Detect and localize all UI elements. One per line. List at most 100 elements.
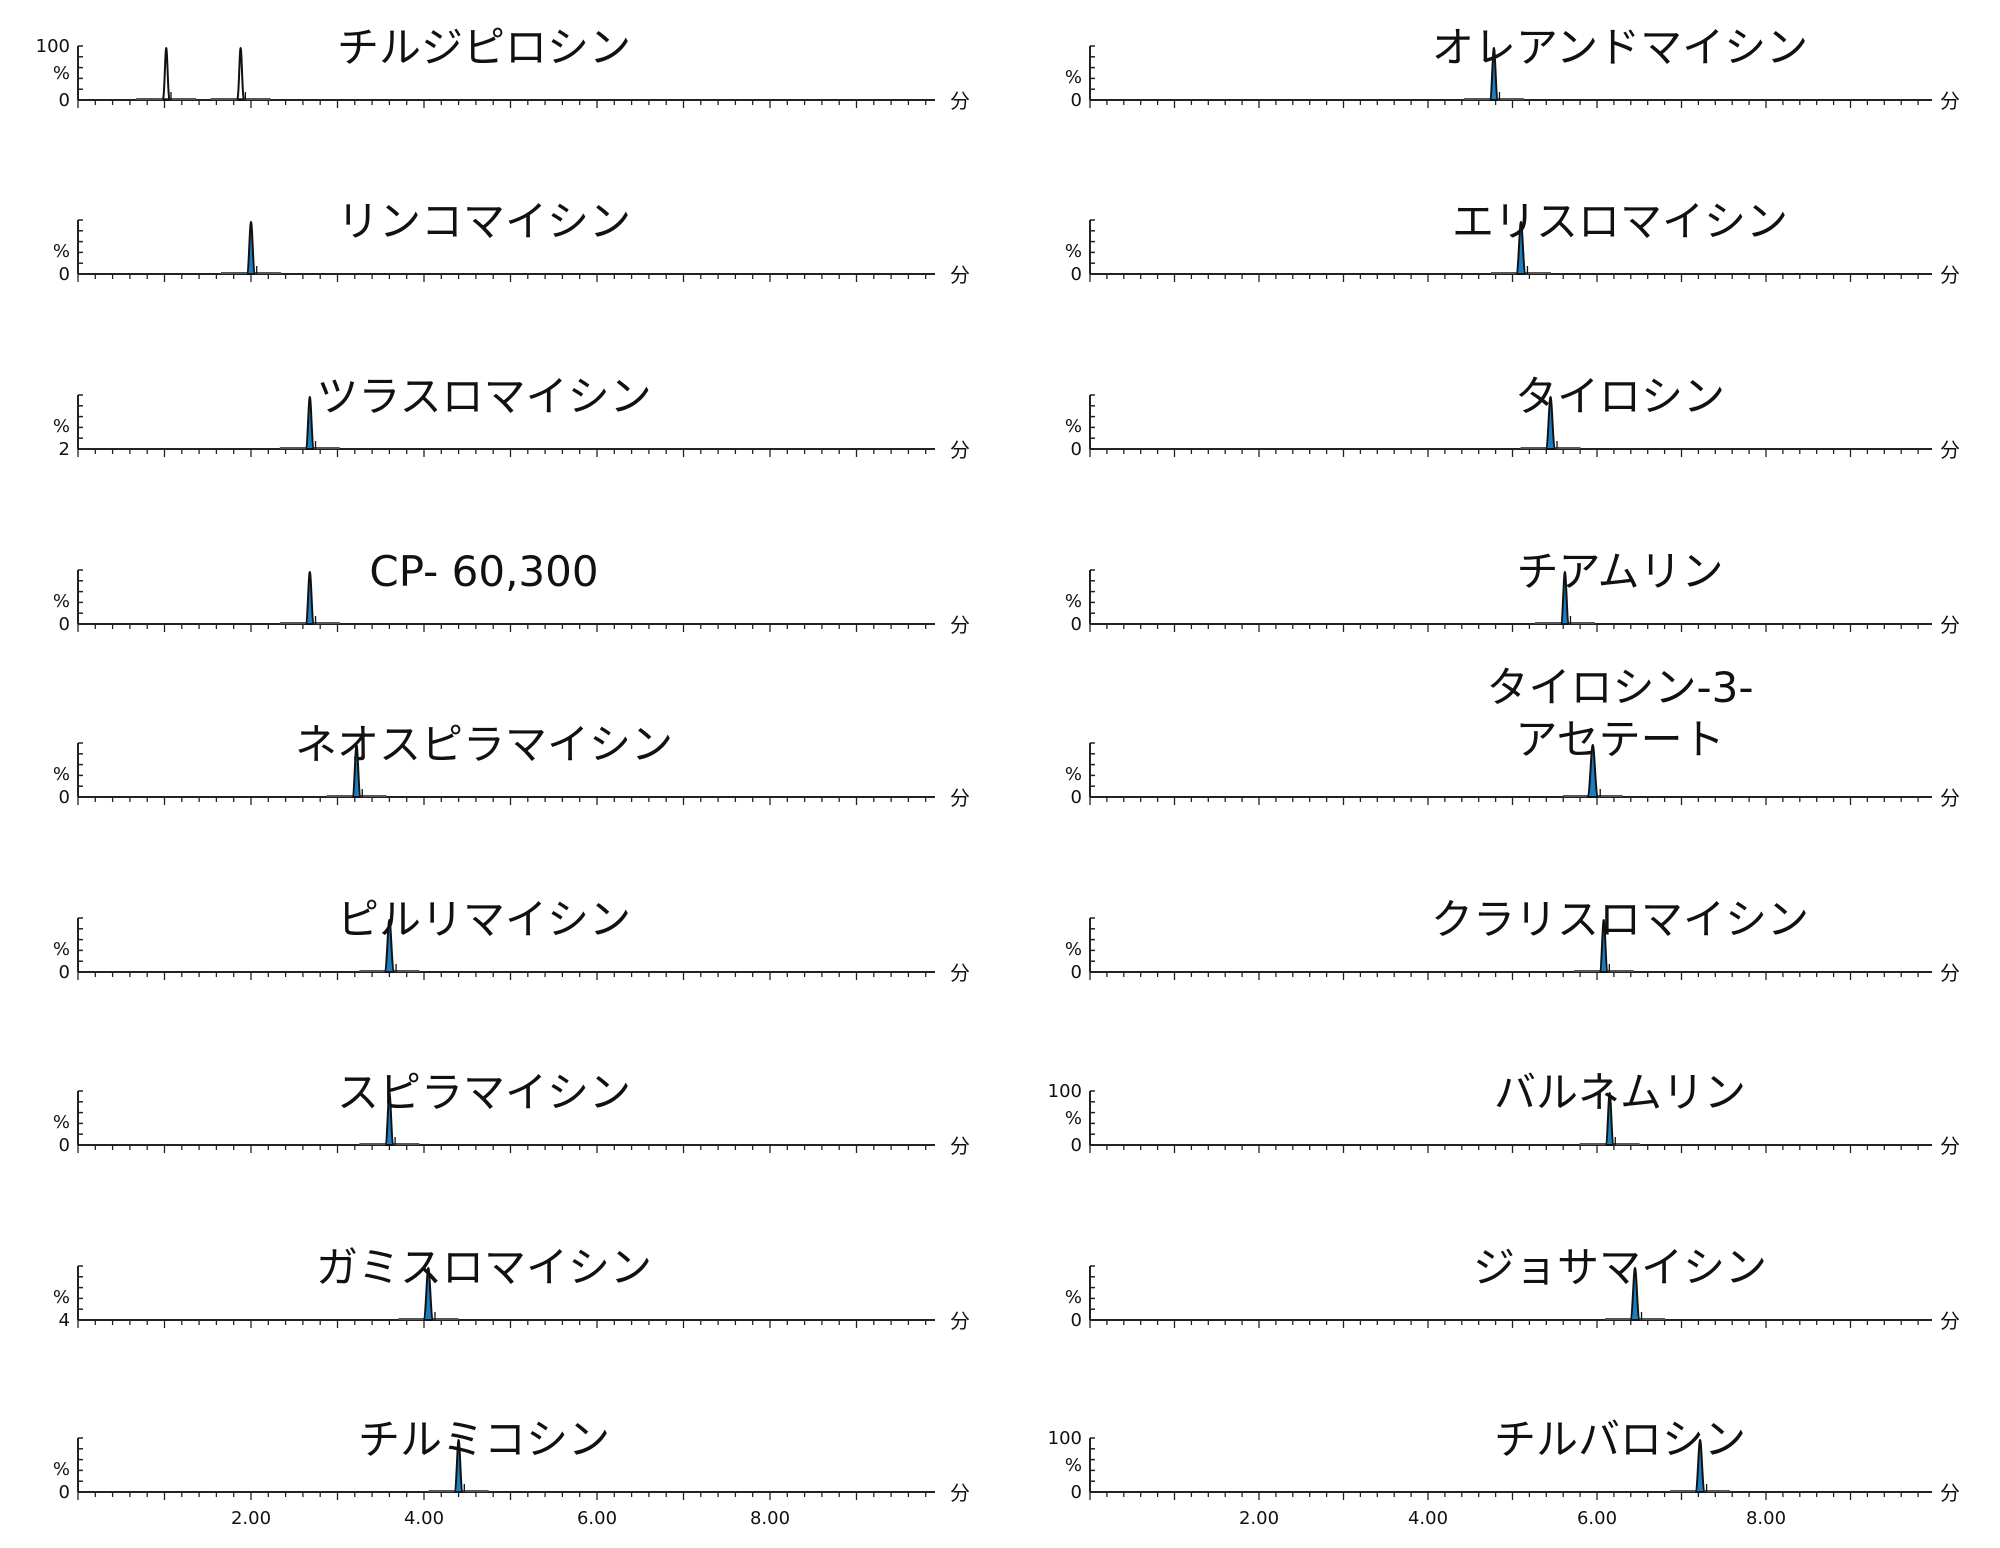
x-tick-label: 6.00 — [577, 1508, 617, 1529]
y-axis-label: 0 — [59, 1135, 70, 1156]
chromatogram-panel: ネオスピラマイシン%0 分 — [53, 720, 970, 810]
chromatogram-peak — [1694, 1438, 1706, 1493]
chromatogram-panel: オレアンドマイシン%0 分 — [1065, 23, 1960, 113]
panel-title: ネオスピラマイシン — [295, 720, 673, 769]
chromatogram-peak — [422, 1266, 435, 1321]
x-unit-label: 分 — [950, 613, 970, 637]
y-axis-label: 0 — [1071, 962, 1082, 983]
panel-title: ピルリマイシン — [337, 895, 631, 944]
chromatogram-peak — [1598, 918, 1609, 973]
chromatogram-peak — [1586, 743, 1600, 798]
chromatogram-panel: クラリスロマイシン%0 分 — [1065, 895, 1960, 985]
chromatogram-peak — [383, 918, 396, 973]
y-axis-label: % — [1065, 1108, 1082, 1129]
y-axis-label: % — [53, 591, 70, 612]
chromatogram-peak — [304, 570, 315, 625]
panel-title: バルネムリン — [1494, 1068, 1746, 1117]
chromatogram-peak — [236, 46, 246, 101]
x-unit-label: 分 — [950, 961, 970, 985]
y-axis-label: 100 — [36, 36, 70, 57]
chromatogram-panel: CP- 60,300%0 分 — [53, 547, 970, 637]
chromatogram-peak — [1544, 395, 1557, 450]
chromatogram-panel: ピルリマイシン%0 分 — [53, 895, 970, 985]
chromatogram-peak — [161, 46, 171, 101]
y-axis-label: 0 — [59, 614, 70, 635]
chromatogram-panel: チルミコシン%0 分 — [53, 1415, 970, 1505]
x-unit-label: 分 — [1940, 1481, 1960, 1505]
panel-title: ツラスロマイシン — [316, 372, 651, 421]
x-tick-label: 2.00 — [231, 1508, 271, 1529]
chromatogram-peak — [453, 1438, 464, 1493]
panel-title: エリスロマイシン — [1452, 197, 1788, 246]
panel-title: ジョサマイシン — [1473, 1243, 1767, 1292]
chromatogram-panel: エリスロマイシン%0 分 — [1065, 197, 1960, 287]
x-unit-label: 分 — [950, 1481, 970, 1505]
x-tick-label: 4.00 — [1408, 1508, 1448, 1529]
y-axis-label: 4 — [59, 1310, 70, 1331]
y-axis-label: % — [1065, 416, 1082, 437]
x-unit-label: 分 — [1940, 438, 1960, 462]
chromatogram-panel: チアムリン%0 分 — [1065, 547, 1960, 637]
chromatogram-panel: ツラスロマイシン%2 分 — [53, 372, 970, 462]
x-tick-label: 2.00 — [1239, 1508, 1279, 1529]
y-axis-label: % — [1065, 939, 1082, 960]
y-axis-label: % — [53, 63, 70, 84]
y-axis-label: % — [53, 1112, 70, 1133]
y-axis-label: 0 — [1071, 1482, 1082, 1503]
chromatogram-peak — [1604, 1091, 1615, 1146]
x-tick-label: 8.00 — [1746, 1508, 1786, 1529]
y-axis-label: % — [1065, 241, 1082, 262]
x-unit-label: 分 — [1940, 786, 1960, 810]
y-axis-label: 0 — [1071, 90, 1082, 111]
chromatogram-peak — [245, 220, 257, 275]
panel-title: チアムリン — [1516, 547, 1723, 596]
chromatogram-peak — [1488, 46, 1499, 101]
chromatogram-panel: タイロシン%0 分 — [1065, 372, 1960, 462]
x-unit-label: 分 — [950, 438, 970, 462]
y-axis-label: % — [53, 764, 70, 785]
y-axis-label: % — [53, 416, 70, 437]
x-unit-label: 分 — [950, 1134, 970, 1158]
x-tick-label: 8.00 — [750, 1508, 790, 1529]
panel-title: CP- 60,300 — [369, 547, 598, 596]
panel-title: オレアンドマイシン — [1432, 23, 1808, 72]
chromatogram-peak — [1559, 570, 1570, 625]
x-tick-label: 4.00 — [404, 1508, 444, 1529]
panel-title: チルジピロシン — [337, 23, 631, 72]
chromatogram-panel: バルネムリン 100% 0 分 — [1048, 1068, 1960, 1158]
panel-title: リンコマイシン — [337, 197, 631, 246]
y-axis-label: 0 — [59, 962, 70, 983]
y-axis-label: 2 — [59, 439, 70, 460]
y-axis-label: 0 — [1071, 1135, 1082, 1156]
chromatogram-panel: チルバロシン 100% 0 分 — [1048, 1415, 1960, 1505]
chromatogram-panel: タイロシン-3-アセテート%0 分 — [1065, 663, 1960, 810]
chromatogram-peak — [1629, 1266, 1641, 1321]
y-axis-label: % — [53, 939, 70, 960]
chromatogram-peak — [304, 395, 315, 450]
y-axis-label: % — [1065, 591, 1082, 612]
x-unit-label: 分 — [1940, 961, 1960, 985]
x-tick-label: 6.00 — [1577, 1508, 1617, 1529]
panel-title: チルミコシン — [358, 1415, 610, 1464]
y-axis-label: 0 — [59, 787, 70, 808]
chromatogram-panel: スピラマイシン%0 分 — [53, 1068, 970, 1158]
x-unit-label: 分 — [950, 263, 970, 287]
x-unit-label: 分 — [1940, 263, 1960, 287]
panel-title: ガミスロマイシン — [316, 1243, 652, 1292]
panel-title: タイロシン-3- — [1486, 663, 1753, 712]
y-axis-label: % — [1065, 67, 1082, 88]
y-axis-label: % — [1065, 1455, 1082, 1476]
x-unit-label: 分 — [1940, 1134, 1960, 1158]
chromatogram-peak — [351, 743, 362, 798]
x-unit-label: 分 — [1940, 1309, 1960, 1333]
y-axis-label: 0 — [1071, 787, 1082, 808]
x-unit-label: 分 — [1940, 613, 1960, 637]
chromatogram-peak — [1515, 220, 1527, 275]
y-axis-label: 0 — [59, 1482, 70, 1503]
y-axis-label: % — [53, 1459, 70, 1480]
y-axis-label: 100 — [1048, 1428, 1082, 1449]
x-unit-label: 分 — [950, 786, 970, 810]
panel-title: クラリスロマイシン — [1431, 895, 1809, 944]
y-axis-label: 0 — [1071, 264, 1082, 285]
